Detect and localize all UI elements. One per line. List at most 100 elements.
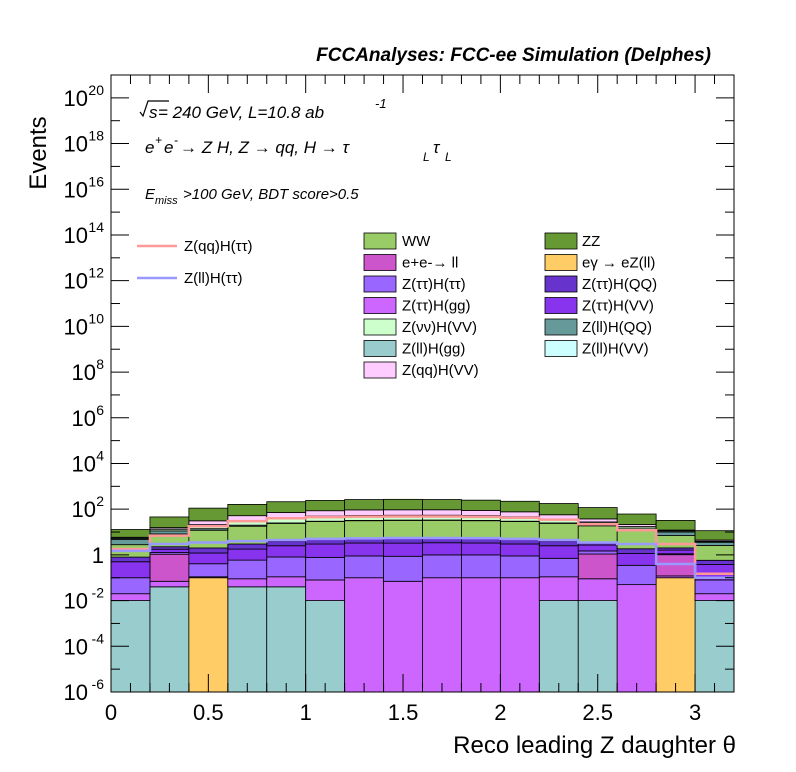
y-axis: -610-410-2101210410610810101012101410161… [64,74,734,705]
bar-z-h-vv-bin-14 [655,549,696,555]
bar-z-h-bin-7 [383,555,423,582]
bar-z-h-vv-bin-2 [188,552,229,565]
bar-z-h-vv-bin-9 [461,542,501,556]
bar-zz-bin-0 [110,529,151,538]
legend-label: Z(νν)H(VV) [402,319,477,336]
bar-z-qq-h-vv-bin-2 [188,520,229,526]
bar-z-ll-h-gg-bin-5 [305,600,346,693]
bar-zz-bin-2 [188,507,229,522]
bar-z-qq-h-vv-bin-4 [266,512,307,519]
y-tick-base: 10 [64,177,88,202]
bar-z-h-gg-bin-6 [344,577,384,693]
bar-ww-bin-9 [461,520,501,539]
bar-e-e-ll-bin-12 [577,553,618,580]
x-tick-label: 3 [689,700,701,725]
y-tick-base: 10 [64,589,88,614]
y-tick-base: 10 [72,360,96,385]
bar-ww-bin-13 [616,529,657,550]
bar-e-ez-ll-bin-14 [655,577,696,693]
sqrt-symbol [139,100,169,118]
bar-z-ll-h-qq-bin-15 [694,541,735,546]
stacked-bars [110,498,735,693]
bar-zz-bin-6 [344,499,384,511]
process-tau2: τ [433,138,441,157]
y-tick-label: -210 [64,585,105,614]
x-axis-label: Reco leading Z daughter θ [453,732,736,759]
cut-annotation: E miss >100 GeV, BDT score>0.5 [145,186,359,207]
bar-z-qq-h-vv-bin-9 [461,510,501,517]
y-tick-label: 810 [72,356,105,385]
bar-zz-bin-8 [422,499,462,511]
bar-z-h-bin-0 [110,577,151,595]
legend-entry-z-ll-h-vv: Z(ll)H(VV) [544,340,649,358]
bar-z-h-vv-bin-10 [499,543,540,557]
legend-entry-z-h-gg: Z(ττ)H(gg) [363,297,471,315]
bar-ww-bin-7 [383,520,423,539]
bar-z-h-gg-bin-15 [694,593,735,601]
bar-z-h-qq-bin-3 [227,543,268,550]
bar-e-e-ll-bin-14 [655,554,696,577]
bar-z-h-gg-bin-8 [422,577,462,693]
energy-annotation: s = 240 GeV, L=10.8 ab -1 [139,96,387,122]
bar-z-h-vv-bin-13 [616,553,657,566]
bar-z-h-gg-bin-12 [577,578,618,601]
y-tick-label: 610 [72,402,105,431]
bar-z-h-gg-bin-9 [461,577,501,693]
bar-z-h-vv-bin-1 [149,548,190,553]
chart-title: FCCAnalyses: FCC-ee Simulation (Delphes) [316,45,711,66]
bar-z-h-vv-bin-4 [266,545,307,558]
bar-z-h-qq-bin-11 [538,540,579,547]
legend-box-swatch [544,254,578,271]
bar-z-h-vv-bin-8 [422,542,462,556]
y-tick-base: 10 [72,497,96,522]
bar-z-qq-h-vv-bin-8 [422,509,462,516]
bar-zz-bin-1 [149,516,190,528]
bar-z-qq-h-vv-bin-3 [227,515,268,521]
bar-ww-bin-5 [305,521,346,540]
legend-label: Z(ll)H(gg) [402,341,465,358]
bar-z-h-bin-15 [694,579,735,595]
legend-label: Z(ττ)H(QQ) [582,276,657,293]
legend-label: e+e-→ ll [402,255,458,272]
y-tick-label: 1 [92,543,104,568]
bar-z-ll-h-gg-bin-1 [149,586,190,693]
y-tick-base: 10 [72,451,96,476]
bar-zz-bin-11 [538,503,579,516]
legend-label: Z(ll)H(VV) [582,341,649,358]
bar-z-h-qq-bin-13 [616,548,657,554]
legend-box-swatch [363,275,397,293]
legend-entry-e-ez-ll: eγ → eZ(ll) [544,254,655,272]
y-tick-exp: 4 [96,447,104,463]
legend-box-swatch [363,254,397,271]
bar-zz-bin-7 [383,498,423,511]
legend-box-swatch [363,297,397,314]
x-tick-label: 1 [300,700,312,725]
y-tick-base: 1 [92,543,104,568]
energy-text: = 240 GeV, L=10.8 ab [158,103,324,122]
process-sub-l1: L [423,150,430,164]
bar-zz-bin-12 [577,507,618,520]
bar-zz-bin-3 [227,503,268,517]
legend-entry-zz: ZZ [544,232,600,250]
y-axis-label: Events [25,116,52,189]
line-z-ll-h [111,536,734,579]
legend-box-swatch [544,318,578,336]
bar-z-ll-h-qq-bin-0 [110,538,151,546]
signal-lines [111,515,734,579]
legend-entry-e-e-ll: e+e-→ ll [363,254,458,272]
y-tick-base: 10 [64,86,88,111]
bar-zz-bin-5 [305,500,346,512]
bar-z-h-vv-bin-12 [577,544,618,552]
legend-box-swatch [544,340,578,357]
bar-z-qq-h-vv-bin-7 [383,509,423,516]
bar-ww-bin-8 [422,519,462,539]
y-tick-base: 10 [64,223,88,248]
bar-ww-bin-15 [694,545,735,561]
y-tick-exp: 2 [96,493,104,509]
bar-z-h-vv-bin-3 [227,548,268,561]
legend-box-swatch [363,361,397,379]
bar-zz-bin-4 [266,501,307,513]
